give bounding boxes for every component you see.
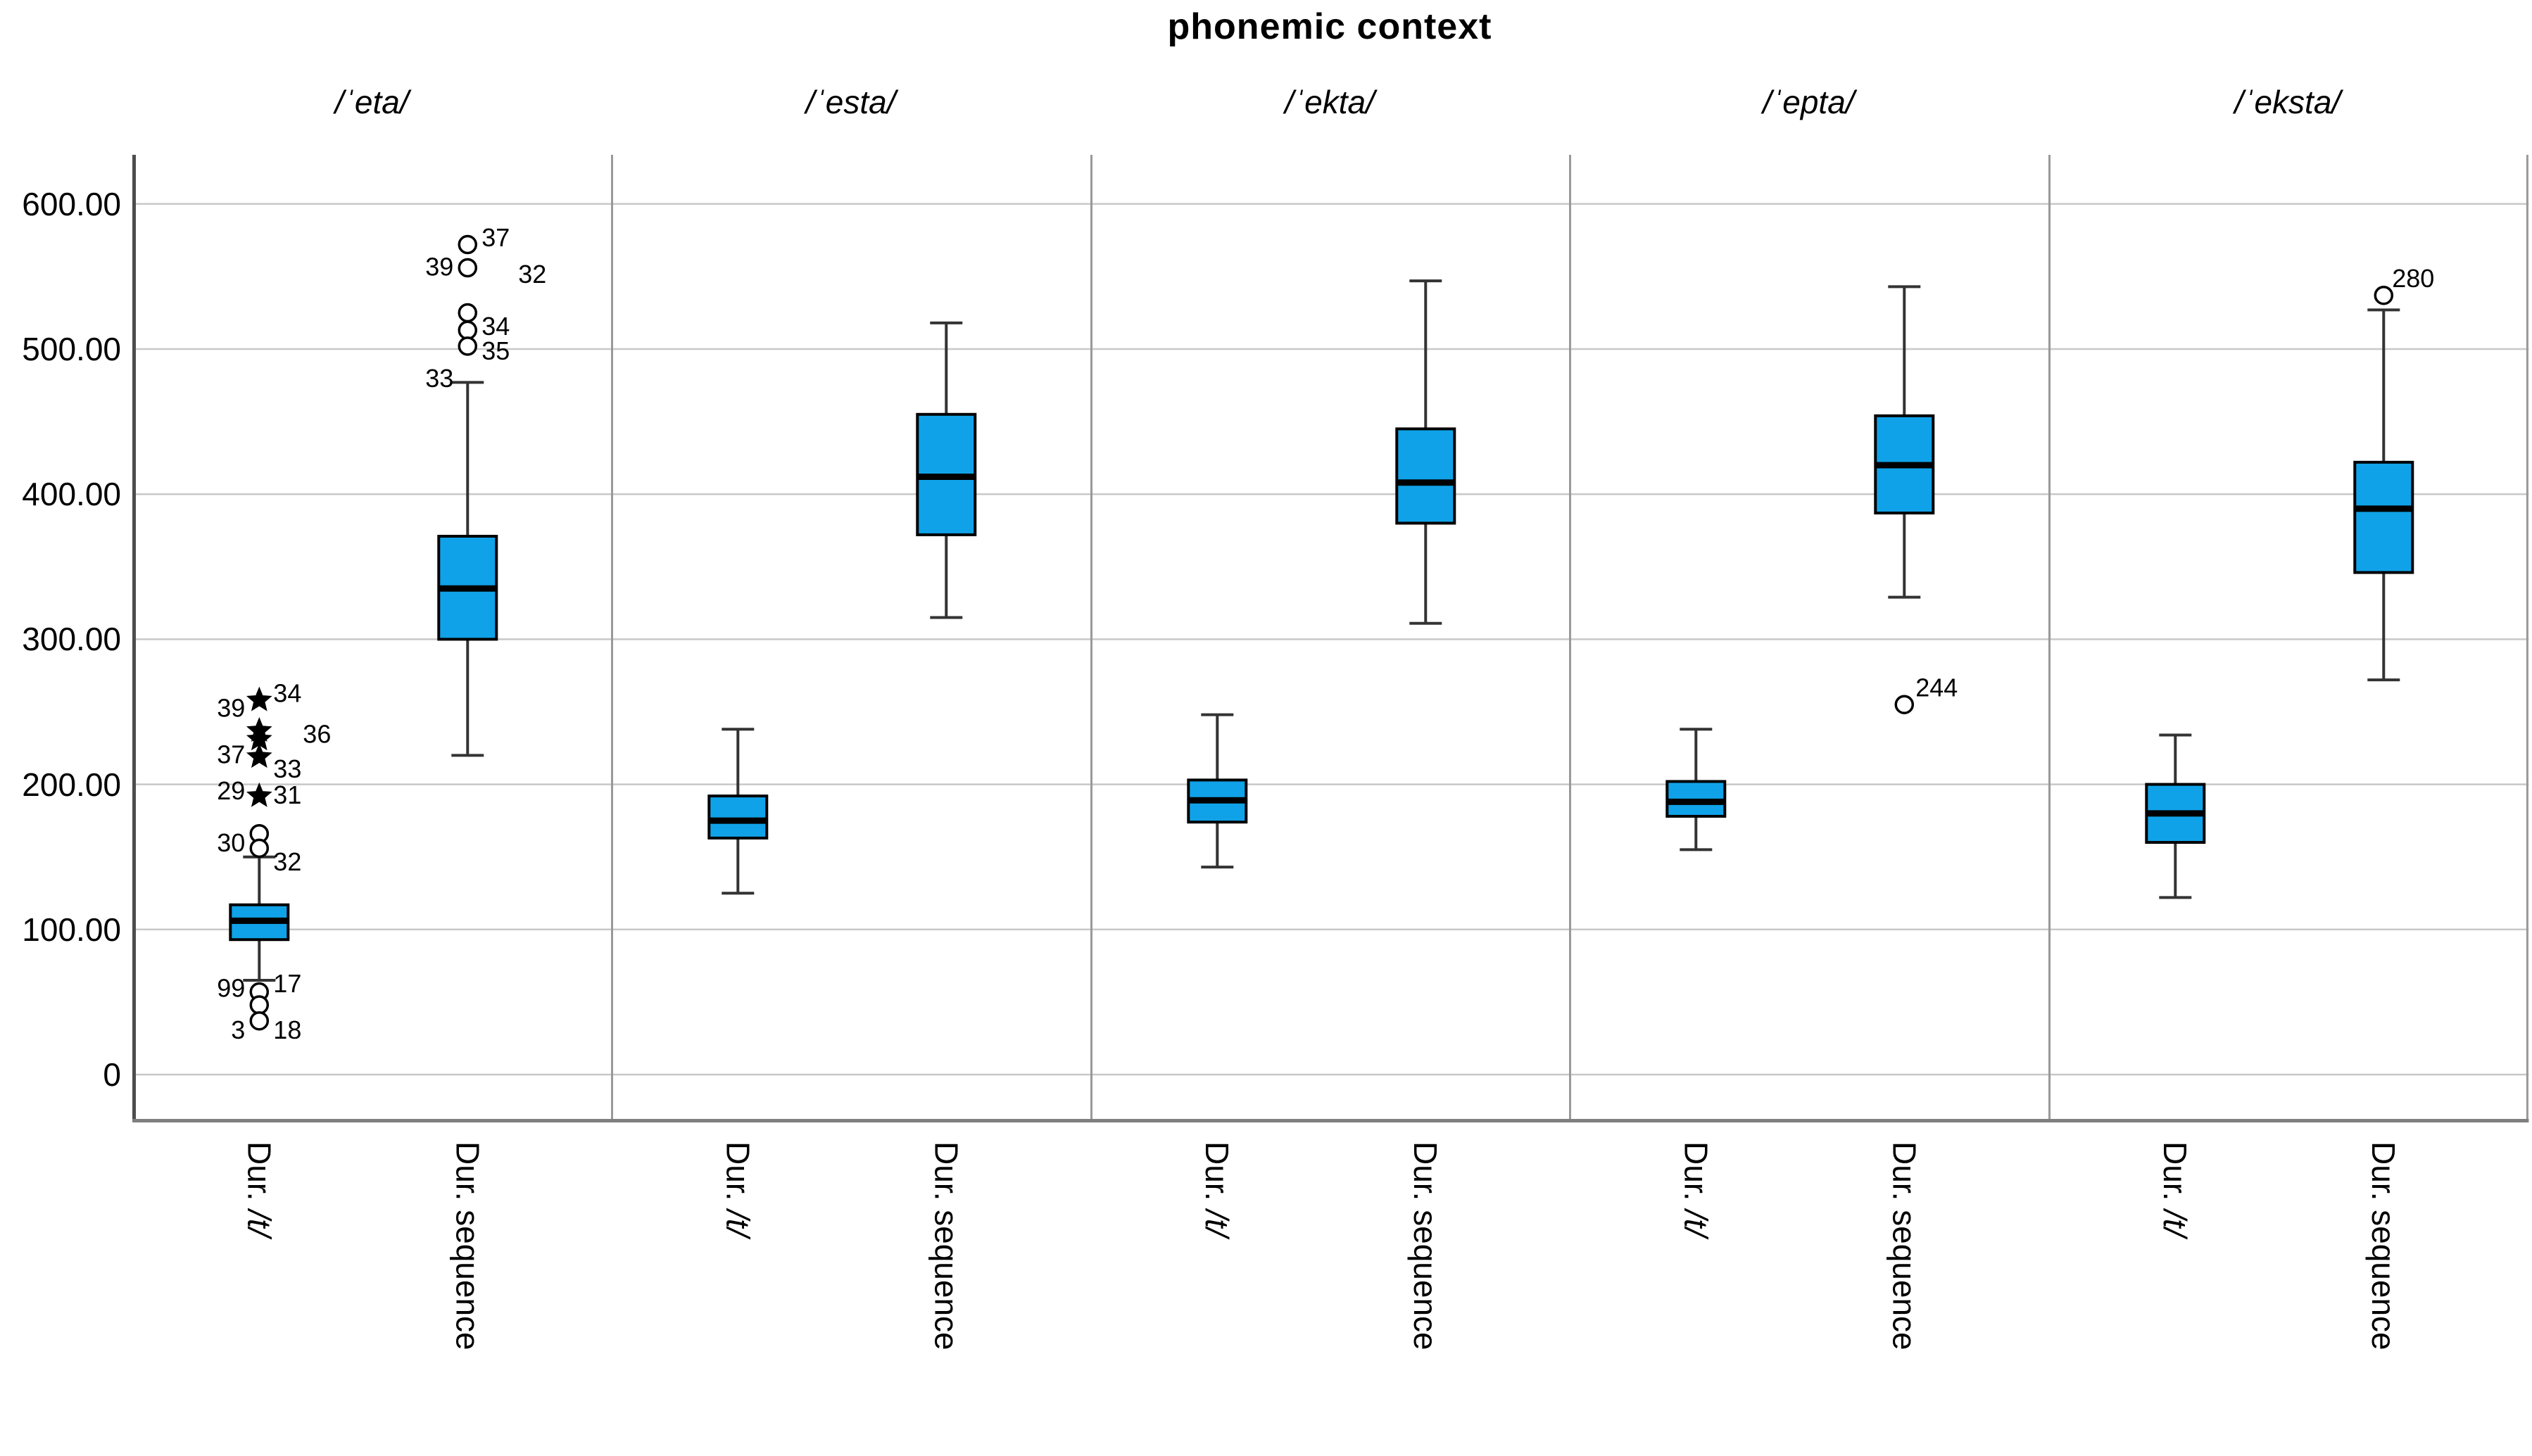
outlier-label: 31 (273, 780, 301, 809)
outlier-label: 99 (217, 973, 245, 1002)
category-label-italic-part: /t/ (1199, 1210, 1236, 1237)
panel-plot (1090, 155, 1571, 1122)
boxplot: 280 (2353, 264, 2434, 682)
y-tick-label: 100.00 (22, 911, 121, 948)
category-label: Dur. sequence (1884, 1141, 1925, 1350)
category-label: Dur. /t/ (1197, 1141, 1237, 1237)
category-label-part: Dur. sequence (928, 1141, 965, 1350)
extreme-outlier-star (246, 743, 272, 768)
y-tick-label: 0 (103, 1056, 121, 1093)
boxplot (1665, 728, 1727, 852)
outlier-circle (458, 336, 478, 356)
category-label-part: Dur. (1199, 1141, 1236, 1210)
panel-header: /ˈeksta/ (2234, 84, 2341, 120)
outlier-label: 29 (217, 776, 245, 805)
outlier-label: 36 (303, 719, 331, 748)
outlier-label: 37 (481, 223, 510, 252)
outlier-circle (1894, 695, 1915, 714)
extreme-outlier-star (246, 782, 272, 807)
outlier-label: 35 (481, 336, 510, 365)
outlier-label: 39 (217, 693, 245, 722)
box-rect (1395, 427, 1456, 525)
outlier-label: 33 (425, 364, 453, 393)
panel-plot (611, 155, 1092, 1122)
category-label-part: Dur. (719, 1141, 757, 1210)
category-label-italic-part: /t/ (1677, 1210, 1715, 1237)
outlier-label: 34 (481, 312, 510, 341)
y-tick-label: 400.00 (22, 476, 121, 513)
category-label: Dur. sequence (2363, 1141, 2404, 1350)
category-label: Dur. /t/ (2155, 1141, 2196, 1237)
outlier-label: 39 (425, 252, 453, 281)
boxplot (2144, 733, 2205, 899)
outlier-circle (458, 258, 478, 278)
category-label: Dur. /t/ (239, 1141, 279, 1237)
category-label-part: Dur. (1677, 1141, 1715, 1210)
category-label: Dur. sequence (1405, 1141, 1446, 1350)
boxplot (916, 321, 977, 619)
outlier-circle (249, 995, 270, 1015)
category-label: Dur. sequence (447, 1141, 488, 1350)
panel-plot: 244 (1569, 155, 2050, 1122)
boxplot (707, 728, 769, 895)
outlier-label: 34 (273, 679, 301, 708)
outlier-circle (458, 320, 478, 340)
category-label: Dur. /t/ (1676, 1141, 1717, 1237)
chart-title: phonemic context (1167, 6, 1492, 47)
outlier-label: 32 (273, 847, 301, 876)
category-label-italic-part: /t/ (719, 1210, 757, 1237)
panel-header: /ˈekta/ (1285, 84, 1375, 120)
boxplot (1187, 713, 1248, 869)
outlier-label: 3 (231, 1015, 245, 1044)
category-label-part: Dur. (241, 1141, 278, 1210)
outlier-label: 244 (1915, 673, 1958, 702)
outlier-label: 17 (273, 969, 301, 998)
panel-plot: 280 (2048, 155, 2528, 1122)
category-label-part: Dur. sequence (449, 1141, 486, 1350)
panel-header: /ˈepta/ (1763, 84, 1855, 120)
category-label-part: Dur. (2156, 1141, 2193, 1210)
box-rect (2353, 460, 2414, 574)
y-tick-label: 500.00 (22, 331, 121, 367)
y-tick-label: 300.00 (22, 621, 121, 658)
outlier-label: 32 (518, 260, 546, 289)
outlier-circle (2374, 285, 2393, 305)
category-label: Dur. /t/ (718, 1141, 759, 1237)
boxplot: 244 (1874, 285, 1958, 714)
panel-header: /ˈesta/ (805, 84, 896, 120)
category-label-part: Dur. sequence (1407, 1141, 1444, 1350)
category-label-part: Dur. sequence (1886, 1141, 1923, 1350)
outlier-circle (249, 1011, 270, 1031)
outlier-label: 30 (217, 828, 245, 857)
category-label-part: Dur. sequence (2364, 1141, 2402, 1350)
category-label: Dur. sequence (926, 1141, 967, 1350)
outlier-circle (458, 303, 478, 323)
boxplot (1395, 279, 1456, 625)
panel-header: /ˈeta/ (334, 84, 409, 120)
y-tick-label: 200.00 (22, 766, 121, 803)
outlier-label: 18 (273, 1015, 301, 1044)
outlier-label: 280 (2392, 264, 2434, 293)
category-label-italic-part: /t/ (241, 1210, 278, 1237)
outlier-label: 37 (217, 740, 245, 768)
outlier-circle (249, 838, 270, 859)
box-rect (707, 795, 769, 840)
outlier-label: 33 (273, 754, 301, 783)
category-label-italic-part: /t/ (2156, 1210, 2193, 1237)
extreme-outlier-star (246, 686, 272, 711)
outlier-circle (458, 234, 478, 255)
y-tick-label: 600.00 (22, 185, 121, 222)
